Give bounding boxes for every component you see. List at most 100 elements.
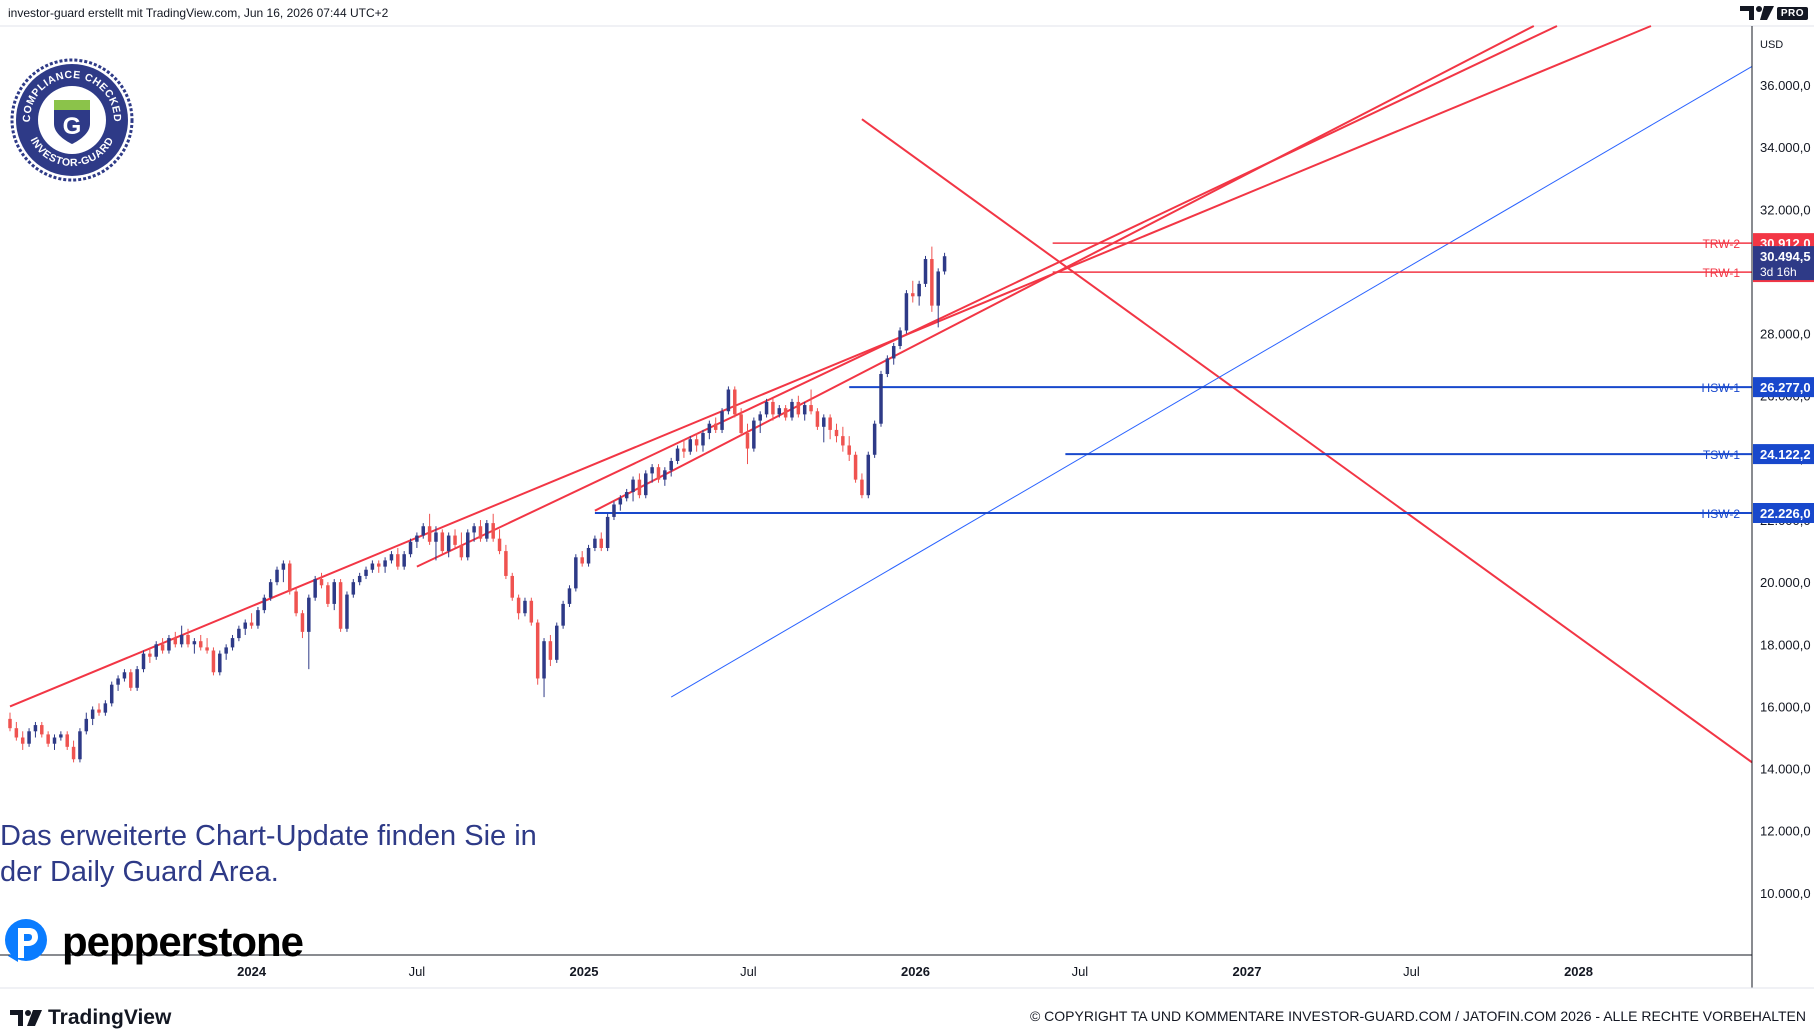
tradingview-footer-logo: TradingView <box>10 1006 171 1030</box>
candle-body <box>211 650 216 673</box>
candle-body <box>593 538 597 548</box>
candle-body <box>631 479 635 493</box>
candle-body <box>351 582 356 595</box>
candle-body <box>243 622 247 629</box>
compliance-badge: COMPLIANCE CHECKED INVESTOR-GUARD G <box>10 58 134 187</box>
y-tick-label: 20.000,0 <box>1760 575 1811 590</box>
current-price-value: 30.494,5 <box>1760 249 1811 264</box>
pepperstone-logo: pepperstone <box>0 916 304 968</box>
candle-body <box>402 554 406 567</box>
candle-body <box>364 569 368 576</box>
candle-body <box>427 526 432 542</box>
candle-body <box>675 448 680 461</box>
y-tick-label: 12.000,0 <box>1760 824 1811 839</box>
candle-body <box>186 634 190 645</box>
candle-body <box>745 433 750 449</box>
candle-body <box>605 516 610 548</box>
candle-body <box>764 401 769 415</box>
level-labels: TRW-230.912,0TRW-129.980,1HSW-126.277,0T… <box>1702 233 1814 523</box>
candle-body <box>109 684 114 704</box>
candle-body <box>71 746 76 760</box>
candle-body <box>154 644 158 657</box>
x-tick-label: 2028 <box>1564 964 1593 979</box>
candle-body <box>656 467 661 480</box>
x-tick-label: 2026 <box>901 964 930 979</box>
level-name-tsw-1: TSW-1 <box>1703 448 1740 462</box>
candle-body <box>453 535 457 545</box>
candle-body <box>866 454 871 496</box>
candle-body <box>891 346 896 359</box>
candle-body <box>198 641 203 648</box>
candle-body <box>555 625 559 660</box>
candle-body <box>46 734 50 744</box>
candle-body <box>771 401 775 415</box>
candle-body <box>523 600 527 614</box>
candle-body <box>739 414 743 434</box>
candle-body <box>917 283 921 297</box>
candle-body <box>84 718 89 732</box>
level-price-tag: 24.122,2 <box>1760 447 1811 462</box>
x-tick-label: Jul <box>1403 964 1420 979</box>
candle-body <box>179 634 184 645</box>
candle-body <box>287 563 292 592</box>
candle-body <box>478 526 483 539</box>
candle-body <box>14 728 19 738</box>
candle-body <box>860 479 864 496</box>
trend-line-resistance_down <box>861 118 1753 764</box>
candle-body <box>853 454 858 480</box>
pro-label: PRO <box>1776 6 1808 20</box>
y-tick-label: 32.000,0 <box>1760 202 1811 217</box>
candle-body <box>65 734 69 747</box>
x-tick-label: Jul <box>1072 964 1089 979</box>
candle-body <box>841 436 845 446</box>
x-tick-label: 2025 <box>570 964 599 979</box>
candle-body <box>669 460 673 471</box>
level-name-hsw-2: HSW-2 <box>1702 507 1741 521</box>
candle-body <box>904 293 909 331</box>
candle-body <box>802 405 807 415</box>
candle-body <box>389 554 394 561</box>
candle-body <box>930 259 934 306</box>
candle-body <box>777 408 782 415</box>
candle-body <box>357 575 362 583</box>
candle-body <box>275 569 279 583</box>
trend-line-trend_support <box>670 65 1753 698</box>
candle-body <box>434 532 438 542</box>
candle-body <box>205 647 209 651</box>
current-price-tag-bg <box>1753 246 1814 281</box>
candle-body <box>300 613 305 632</box>
y-tick-label: 10.000,0 <box>1760 886 1811 901</box>
candle-body <box>936 271 940 306</box>
candle-countdown: 3d 16h <box>1760 265 1797 279</box>
candle-body <box>383 560 387 567</box>
candle-body <box>504 551 508 576</box>
trend-line-resistance <box>9 25 1652 708</box>
candle-body <box>376 563 381 567</box>
candle-body <box>561 603 565 626</box>
candle-body <box>33 725 38 732</box>
candle-body <box>783 408 788 418</box>
tradingview-logo-icon <box>10 1010 42 1026</box>
candle-body <box>268 582 273 598</box>
candle-body <box>141 653 146 670</box>
candle-body <box>682 448 686 452</box>
candle-body <box>256 610 260 626</box>
y-tick-label: 34.000,0 <box>1760 140 1811 155</box>
copyright-text: © COPYRIGHT TA UND KOMMENTARE INVESTOR-G… <box>1029 1008 1806 1024</box>
candle-body <box>663 470 667 480</box>
candle-body <box>218 653 222 673</box>
candle-body <box>20 737 25 744</box>
candle-body <box>707 423 712 434</box>
candle-body <box>148 653 152 657</box>
candle-body <box>129 672 133 688</box>
candle-body <box>650 467 654 474</box>
candle-body <box>224 647 228 654</box>
candle-body <box>491 523 495 539</box>
candle-body <box>326 585 330 604</box>
candle-body <box>396 554 400 567</box>
candle-body <box>135 669 139 688</box>
candle-body <box>822 417 826 427</box>
candle-body <box>567 588 572 604</box>
candle-body <box>898 330 902 347</box>
